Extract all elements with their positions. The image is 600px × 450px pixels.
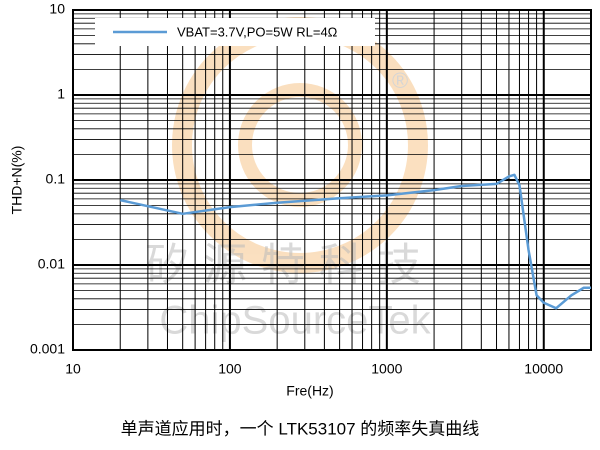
caption: 单声道应用时，一个 LTK53107 的频率失真曲线: [121, 419, 480, 438]
grid: [72, 9, 592, 351]
x-tick-label: 100: [218, 361, 242, 377]
logo-ring: [172, 17, 428, 273]
x-tick-label: 10000: [524, 361, 563, 377]
series-line: [119, 173, 591, 310]
y-tick-label: 10: [49, 1, 65, 17]
y-tick-label: 0.1: [46, 171, 66, 187]
registered-mark: ®: [392, 68, 408, 93]
y-tick-label: 0.001: [30, 341, 65, 357]
legend-label: VBAT=3.7V,PO=5W RL=4Ω: [177, 24, 338, 39]
x-tick-label: 1000: [371, 361, 402, 377]
logo: ®: [172, 17, 428, 273]
y-axis-label: THD+N(%): [9, 146, 25, 215]
plot-frame: [72, 9, 592, 351]
y-tick-label: 1: [57, 86, 65, 102]
x-tick-label: 10: [65, 361, 81, 377]
watermark-en: ChipSourceTek: [159, 299, 431, 343]
x-axis-label: Fre(Hz): [286, 383, 333, 399]
y-tick-label: 0.01: [38, 256, 65, 272]
